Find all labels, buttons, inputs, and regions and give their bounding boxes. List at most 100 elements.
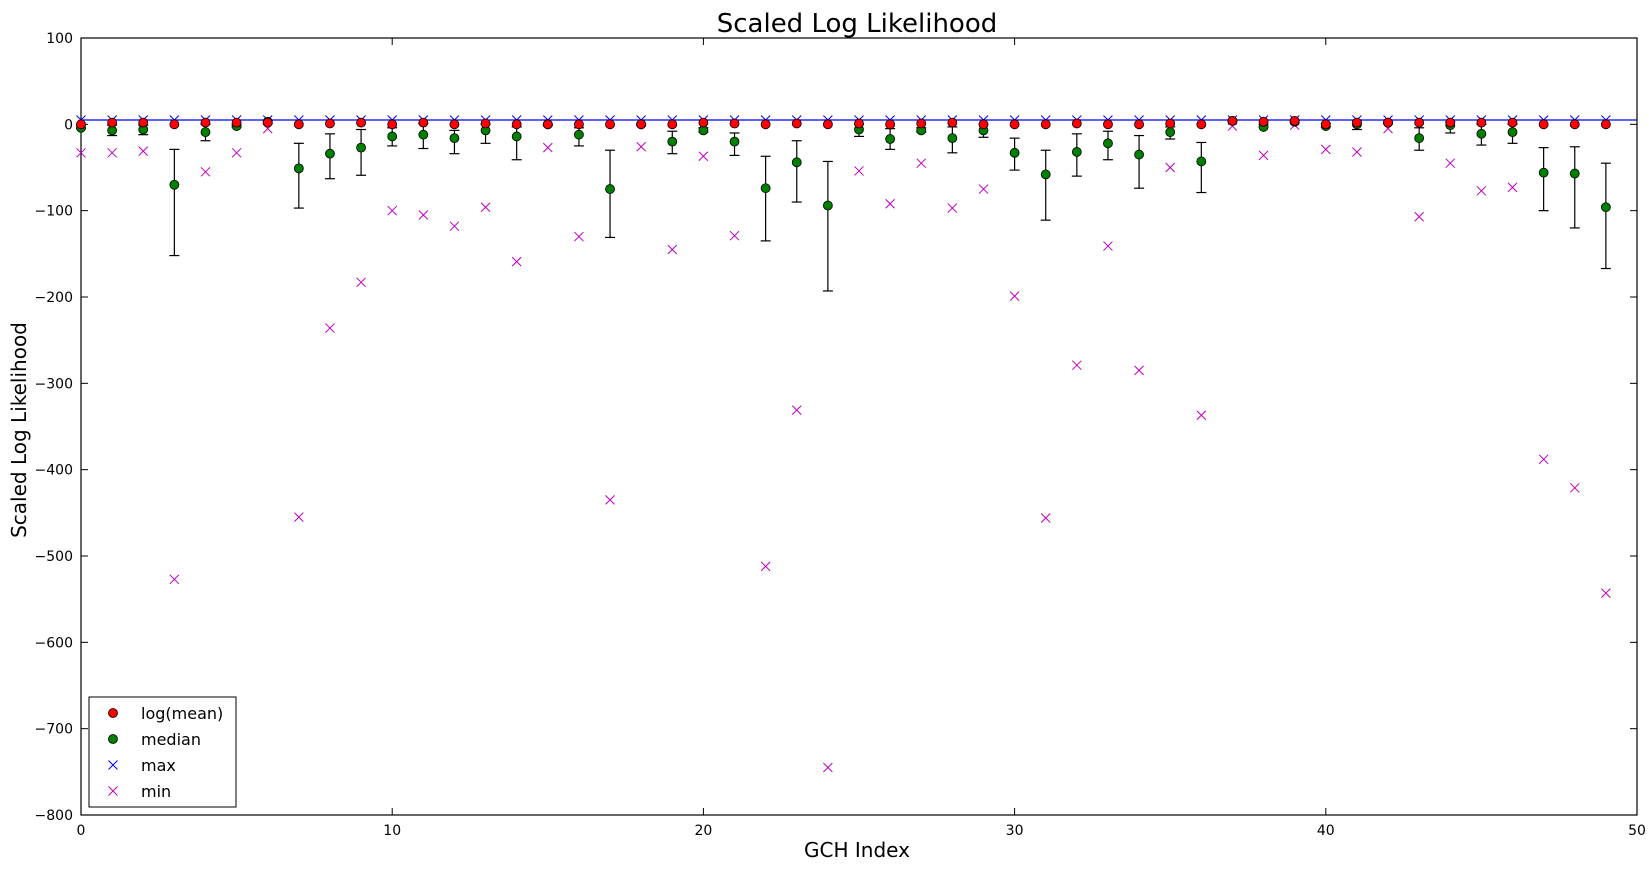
point-log-mean xyxy=(822,119,833,130)
point-median xyxy=(1196,156,1207,167)
point-log-mean xyxy=(231,117,242,128)
point-min xyxy=(636,141,647,152)
point-min xyxy=(1538,454,1549,465)
point-median xyxy=(667,136,678,147)
point-min xyxy=(605,495,615,505)
point-min-stroke xyxy=(325,323,335,333)
point-min xyxy=(169,574,180,585)
point-min xyxy=(418,210,429,220)
point-median xyxy=(1103,138,1113,149)
point-log-mean xyxy=(356,117,366,128)
point-log-mean xyxy=(511,119,522,130)
point-min xyxy=(511,256,522,267)
point-min xyxy=(916,158,927,169)
point-min xyxy=(698,151,709,162)
point-min-stroke xyxy=(200,166,211,177)
legend-marker-stroke xyxy=(108,786,118,796)
point-log-mean xyxy=(200,117,211,128)
point-log-mean xyxy=(760,119,771,130)
point-min xyxy=(107,147,117,158)
point-min-stroke xyxy=(791,405,802,415)
point-min xyxy=(791,405,802,415)
point-min-stroke xyxy=(760,561,771,572)
point-min-stroke xyxy=(449,221,460,232)
y-tick-label: −400 xyxy=(35,463,73,479)
point-min-stroke xyxy=(1414,211,1425,222)
point-min-stroke xyxy=(1352,147,1362,157)
x-tick-label: 20 xyxy=(694,823,712,839)
point-log-mean xyxy=(1352,117,1362,128)
point-min-stroke xyxy=(698,151,709,162)
point-min-stroke xyxy=(885,198,895,209)
point-min-stroke xyxy=(169,574,180,585)
point-log-mean xyxy=(854,118,864,129)
point-median xyxy=(1538,167,1549,178)
point-median xyxy=(574,129,584,140)
point-log-mean xyxy=(293,119,304,130)
point-min xyxy=(885,198,895,209)
point-min xyxy=(667,244,678,255)
point-log-mean xyxy=(262,117,273,128)
point-log-mean xyxy=(1476,117,1487,128)
point-log-mean xyxy=(107,117,118,128)
plot-frame xyxy=(80,37,1638,816)
legend-marker-stroke xyxy=(108,760,118,770)
legend-marker xyxy=(108,734,118,744)
point-median xyxy=(1009,147,1020,158)
point-min xyxy=(1476,185,1487,196)
point-median xyxy=(1600,202,1611,213)
point-median xyxy=(791,157,802,168)
point-min xyxy=(325,323,335,333)
point-log-mean xyxy=(1103,119,1113,130)
point-log-mean xyxy=(1134,119,1144,130)
point-log-mean xyxy=(574,119,584,130)
point-min-stroke xyxy=(1445,158,1456,169)
point-min-stroke xyxy=(387,205,398,216)
point-log-mean xyxy=(542,119,553,130)
point-min xyxy=(542,142,553,153)
y-tick-label: 0 xyxy=(64,117,73,133)
point-min xyxy=(1352,147,1362,157)
point-min-stroke xyxy=(1601,588,1611,598)
point-min-stroke xyxy=(1040,513,1051,523)
point-log-mean xyxy=(978,119,989,130)
point-min-stroke xyxy=(542,142,553,153)
point-log-mean xyxy=(1538,119,1549,130)
legend-label: min xyxy=(141,782,171,801)
point-log-mean xyxy=(947,117,958,128)
point-log-mean xyxy=(1071,118,1082,129)
point-min-stroke xyxy=(1507,182,1518,193)
point-min xyxy=(574,231,584,242)
point-log-mean xyxy=(1040,119,1051,130)
point-min-stroke xyxy=(854,166,864,176)
point-log-mean xyxy=(1196,119,1207,130)
point-min xyxy=(1040,513,1051,523)
legend-label: median xyxy=(141,730,201,749)
point-min-stroke xyxy=(107,147,117,158)
point-min-stroke xyxy=(76,147,86,158)
point-log-mean xyxy=(1507,117,1518,128)
point-min xyxy=(1071,360,1082,371)
point-log-mean xyxy=(76,119,86,130)
point-min xyxy=(449,221,460,232)
point-log-mean xyxy=(667,119,678,130)
point-min-stroke xyxy=(916,158,927,169)
point-min xyxy=(356,277,366,288)
point-median xyxy=(885,134,896,144)
x-tick-label: 50 xyxy=(1628,823,1646,839)
point-log-mean xyxy=(1414,117,1425,128)
point-median xyxy=(325,148,335,159)
point-log-mean xyxy=(418,117,429,128)
point-median xyxy=(418,129,429,140)
point-min xyxy=(76,147,86,158)
point-min-stroke xyxy=(667,244,678,255)
point-min xyxy=(138,146,149,156)
legend-marker xyxy=(108,786,118,796)
legend-label: log(mean) xyxy=(141,704,223,723)
point-min-stroke xyxy=(1071,360,1082,371)
point-min-stroke xyxy=(1103,241,1113,251)
point-min-stroke xyxy=(231,147,242,158)
point-median xyxy=(947,133,958,144)
point-log-mean xyxy=(791,118,802,129)
